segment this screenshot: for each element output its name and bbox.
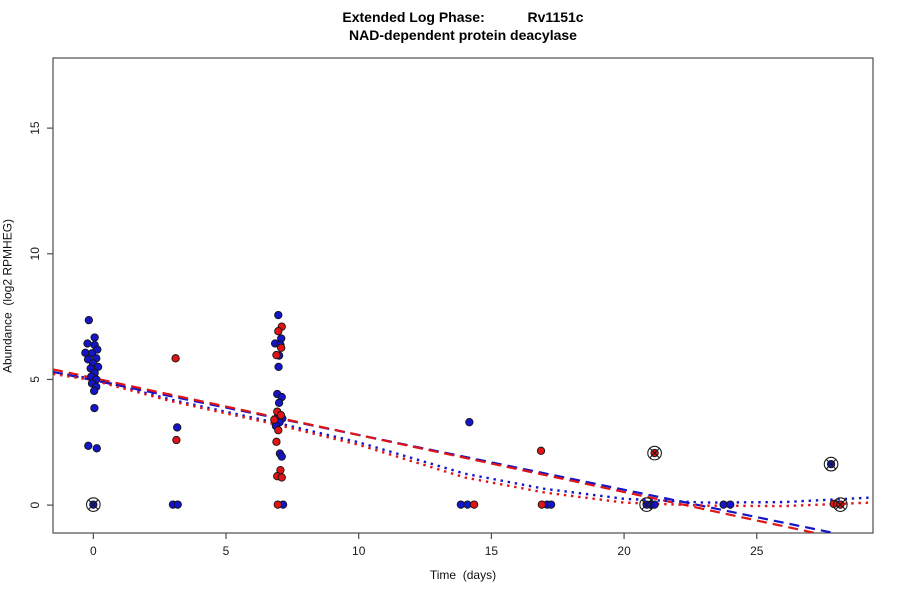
- y-tick-label: 10: [28, 247, 42, 261]
- red-replicates-point: [172, 435, 181, 445]
- blue-replicates-point: [465, 418, 474, 427]
- red-linear-fit-line: [53, 368, 816, 533]
- red-replicates-point: [277, 473, 286, 482]
- x-tick-label: 15: [485, 544, 499, 558]
- y-tick-label: 5: [28, 376, 42, 383]
- red-replicates-point: [276, 410, 286, 420]
- blue-replicates-point: [173, 423, 182, 432]
- red-replicates-point: [274, 327, 283, 336]
- circle-x-marker: [85, 497, 101, 512]
- x-tick-label: 10: [352, 544, 366, 558]
- x-axis-label: Time (days): [429, 568, 497, 582]
- red-replicates-point: [469, 500, 479, 509]
- blue-replicates-point: [274, 362, 283, 372]
- blue-replicates-point: [90, 333, 99, 342]
- circle-x-marker: [647, 445, 662, 461]
- chart-subtitle: NAD-dependent protein deacylase: [349, 27, 577, 43]
- plot-box: [52, 57, 874, 534]
- x-tick-label: 20: [617, 544, 631, 558]
- red-replicates-point: [270, 415, 279, 424]
- circle-x-marker: [823, 456, 839, 472]
- y-tick-label: 15: [28, 121, 42, 135]
- red-replicates-point: [171, 354, 180, 363]
- red-replicates-point: [273, 500, 282, 509]
- red-replicates-point: [274, 426, 283, 435]
- chart-title: Extended Log Phase: Rv1151c: [342, 9, 584, 25]
- circle-x-marker: [639, 497, 654, 512]
- blue-replicates-point: [726, 500, 735, 509]
- y-tick-label: 0: [28, 501, 42, 508]
- red-replicates-point: [272, 350, 281, 360]
- circle-x-marker: [833, 497, 848, 512]
- red-replicates-point: [537, 500, 546, 509]
- blue-replicates-point: [546, 500, 556, 509]
- blue-replicates-point: [83, 339, 92, 348]
- red-replicates-point: [277, 343, 286, 352]
- blue-replicates-point: [84, 441, 93, 450]
- blue-replicates-point: [90, 403, 99, 413]
- blue-replicates-point: [92, 444, 101, 453]
- data-points: [81, 310, 848, 512]
- x-tick-label: 25: [750, 544, 764, 558]
- red-replicates-point: [536, 446, 546, 455]
- blue-replicates-point: [650, 500, 659, 509]
- blue-replicates-point: [274, 310, 283, 320]
- blue-replicates-point: [277, 452, 286, 461]
- x-tick-label: 0: [90, 544, 97, 558]
- blue-replicates-point: [173, 500, 182, 509]
- blue-replicates-point: [84, 315, 93, 325]
- blue-replicates-point: [274, 398, 284, 407]
- red-replicates-point: [272, 437, 281, 446]
- y-axis-label: Abundance (log2 RPMHEG): [0, 218, 15, 374]
- chart-title-block: Extended Log Phase: Rv1151c NAD-dependen…: [0, 8, 900, 44]
- blue-replicates-point: [89, 386, 99, 396]
- blue-linear-fit-line: [53, 370, 834, 533]
- x-tick-label: 5: [223, 544, 230, 558]
